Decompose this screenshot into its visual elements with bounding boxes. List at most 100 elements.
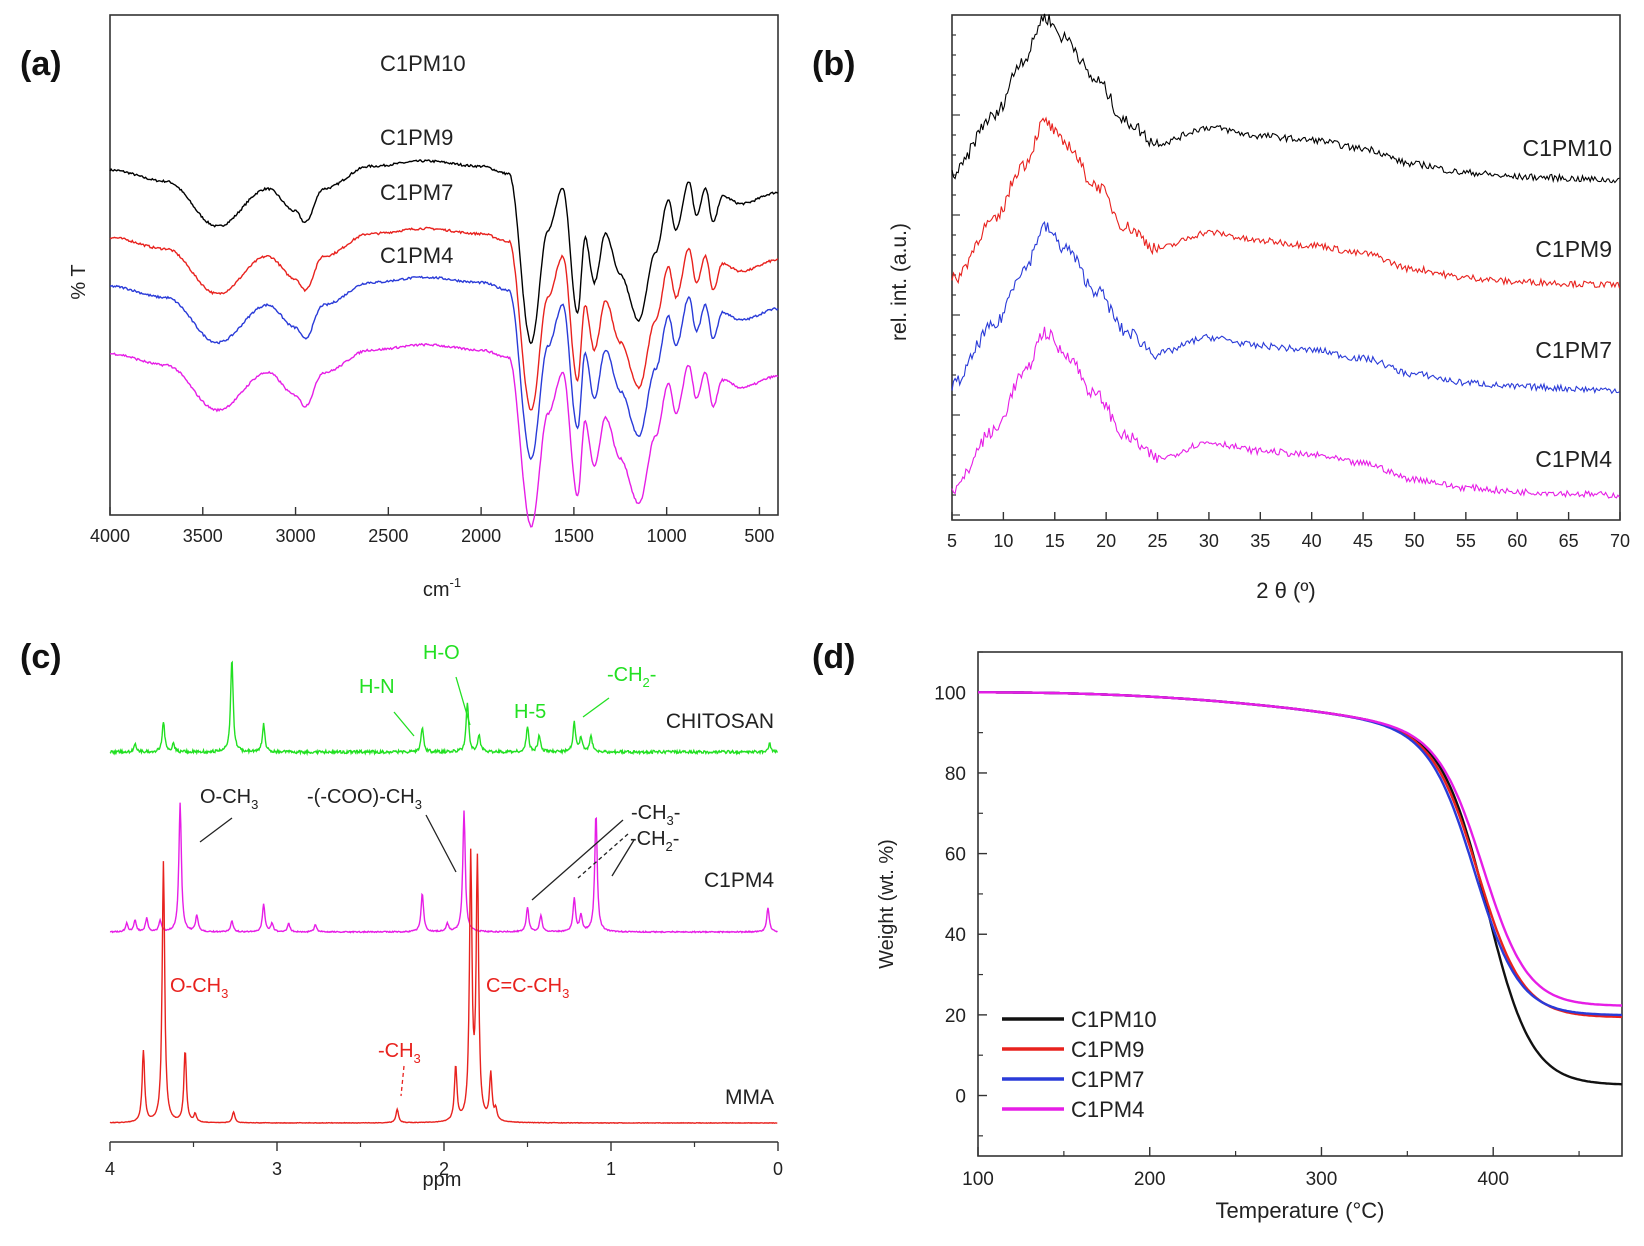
xrd-x-tick-label: 10: [993, 531, 1013, 551]
tga-x-tick-label: 400: [1477, 1169, 1509, 1190]
xrd-line-c1pm4: [951, 326, 1620, 499]
annot-o-ch3-mma: O-CH3: [170, 975, 228, 1001]
xrd-series-label-c1pm4: C1PM4: [1535, 446, 1612, 472]
tga-line-c1pm4: [978, 691, 1622, 1007]
legend-label-c1pm4: C1PM4: [1071, 1097, 1144, 1122]
legend-label-c1pm10: C1PM10: [1071, 1007, 1157, 1032]
panel-label-b: (b): [812, 45, 855, 83]
annot-arrow-coo-ch3: [425, 814, 457, 873]
xrd-x-tick-label: 65: [1559, 531, 1579, 551]
ftir-x-tick-label: 3500: [183, 526, 223, 546]
xrd-x-tick-label: 55: [1456, 531, 1476, 551]
annot-ch3-c1pm4-suffix: -: [674, 802, 681, 824]
xrd-x-tick-label: 25: [1148, 531, 1168, 551]
legend-label-c1pm7: C1PM7: [1071, 1067, 1144, 1092]
xrd-x-tick-label: 45: [1353, 531, 1373, 551]
tga-y-tick-label: 20: [945, 1006, 966, 1027]
xrd-x-tick-label: 60: [1507, 531, 1527, 551]
xrd-x-tick-label: 5: [947, 531, 957, 551]
tga-y-tick-label: 40: [945, 925, 966, 946]
tga-y-tick-label: 0: [955, 1087, 966, 1108]
xrd-plot-frame: [951, 14, 1621, 521]
xrd-series-label-c1pm7: C1PM7: [1535, 337, 1612, 363]
annot-ch3-mma: -CH3: [378, 1040, 421, 1066]
nmr-x-tick-label: 4: [105, 1159, 115, 1179]
annot-h-5: H-5: [514, 701, 546, 723]
tga-y-tick-label: 80: [945, 764, 966, 785]
tga-x-tick-label: 200: [1134, 1169, 1166, 1190]
annot-ch2-c1pm4-suffix: -: [673, 828, 680, 850]
annot-h-n: H-N: [359, 676, 395, 698]
legend-label-c1pm9: C1PM9: [1071, 1037, 1144, 1062]
xrd-line-c1pm7: [951, 220, 1620, 395]
annot-arrow-ch2-chitosan: [582, 697, 610, 718]
nmr-line-chitosan: [109, 660, 778, 757]
nmr-line-c1pm4: [109, 802, 778, 934]
ftir-x-tick-label: 500: [744, 526, 774, 546]
nmr-series-label-c1pm4: C1PM4: [704, 869, 774, 892]
xrd-chart: 5 10 15 20 25 30 35 40 45 50 55 60 65 70 C1PM10 C1PM9…: [888, 13, 1630, 603]
annot-cc-ch3-mma-base: C=C-CH: [486, 975, 562, 997]
ftir-x-axis-label: cm-1: [423, 575, 461, 601]
ftir-x-tick-label: 2500: [368, 526, 408, 546]
ftir-chart: 4000 3500 3000 2500 2000 1500 1000 500 C1PM10 C…: [68, 14, 779, 601]
nmr-x-tick-label: 2: [439, 1159, 449, 1179]
panel-label-d: (d): [812, 638, 855, 676]
xrd-y-axis-label: rel. int. (a.u.): [888, 223, 911, 341]
ftir-x-axis-exponent: -1: [450, 575, 462, 590]
annot-arrow-h-o: [455, 676, 471, 726]
nmr-x-tick-label: 3: [272, 1159, 282, 1179]
annot-cc-ch3-mma-sub: 3: [562, 986, 569, 1001]
nmr-series-label-chitosan: CHITOSAN: [666, 710, 774, 733]
tga-plot-frame: [977, 651, 1623, 1157]
nmr-x-tick-label: 1: [606, 1159, 616, 1179]
panel-label-a: (a): [20, 45, 62, 83]
ftir-line-c1pm4: [109, 342, 779, 528]
annot-coo-ch3-sub: 3: [415, 797, 422, 812]
xrd-x-tick-label: 15: [1045, 531, 1065, 551]
ftir-y-axis-label: % T: [68, 264, 90, 299]
xrd-line-c1pm10: [951, 13, 1620, 184]
annot-arrow-h-n: [393, 711, 415, 737]
ftir-x-axis-unit: cm: [423, 579, 450, 601]
ftir-x-tick-label: 4000: [90, 526, 130, 546]
annot-o-ch3-c1pm4-sub: 3: [251, 797, 258, 812]
ftir-series-label-c1pm7: C1PM7: [380, 180, 453, 205]
ftir-line-c1pm10: [109, 159, 779, 345]
xrd-line-c1pm9: [951, 116, 1621, 290]
nmr-line-mma: [109, 848, 778, 1125]
ftir-x-tick-label: 2000: [461, 526, 501, 546]
annot-ch2-chitosan-suffix: -: [650, 664, 657, 686]
annot-ch2-chitosan-sub: 2: [643, 675, 650, 690]
annot-h-o: H-O: [423, 642, 460, 664]
ftir-x-tick-label: 1000: [647, 526, 687, 546]
xrd-x-tick-label: 70: [1610, 531, 1630, 551]
ftir-series-label-c1pm10: C1PM10: [380, 51, 466, 76]
annot-o-ch3-c1pm4: O-CH3: [200, 786, 258, 812]
ftir-line-c1pm7: [109, 275, 779, 461]
annot-cc-ch3-mma: C=C-CH3: [486, 975, 569, 1001]
xrd-x-tick-label: 50: [1404, 531, 1424, 551]
annot-ch2-c1pm4-base: -CH: [630, 828, 666, 850]
tga-y-tick-label: 60: [945, 845, 966, 866]
ftir-x-tick-label: 3000: [276, 526, 316, 546]
tga-x-tick-label: 300: [1306, 1169, 1338, 1190]
tga-x-axis-label: Temperature (°C): [1216, 1198, 1385, 1223]
xrd-x-axis-label: 2 θ (º): [1256, 578, 1315, 603]
tga-y-tick-label: 100: [934, 683, 966, 704]
annot-ch3-mma-sub: 3: [414, 1051, 421, 1066]
annot-o-ch3-mma-base: O-CH: [170, 975, 221, 997]
annot-arrow-ch2-c1pm4-b: [611, 839, 635, 877]
ftir-series-label-c1pm9: C1PM9: [380, 125, 453, 150]
nmr-x-tick-label: 0: [773, 1159, 783, 1179]
annot-ch2-c1pm4-sub: 2: [666, 839, 673, 854]
xrd-x-tick-label: 30: [1199, 531, 1219, 551]
nmr-x-axis-label: ppm: [423, 1169, 462, 1191]
ftir-plot-frame: [109, 14, 779, 516]
tga-chart: 100 200 300 400 0 20 40 60 80 100 C1PM10 C1PM9 C1…: [876, 651, 1623, 1223]
ftir-line-c1pm9: [109, 226, 779, 411]
annot-ch3-c1pm4: -CH3-: [631, 802, 680, 828]
annot-ch2-chitosan-base: -CH: [607, 664, 643, 686]
